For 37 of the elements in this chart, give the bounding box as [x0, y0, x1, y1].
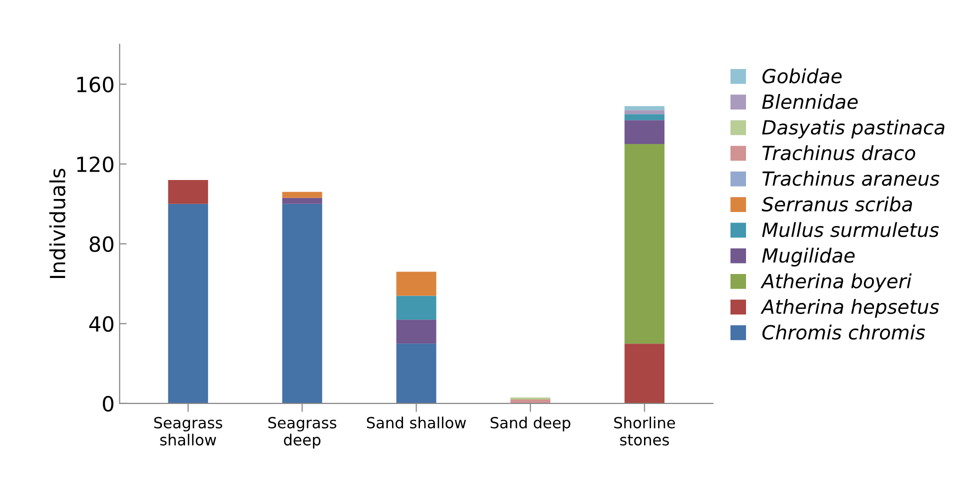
x-tick-label: Seagrass deep	[268, 416, 336, 449]
bar	[282, 192, 322, 198]
y-tick-label: 0	[102, 396, 114, 412]
legend-label: Atherina hepsetus	[760, 298, 939, 318]
bar	[282, 204, 322, 404]
bar	[624, 106, 664, 110]
bar	[396, 272, 436, 296]
legend-label: Chromis chromis	[762, 324, 925, 340]
bar	[396, 344, 436, 404]
bar	[168, 204, 208, 404]
legend-label: Trachinus araneus	[762, 170, 940, 186]
bar	[624, 344, 664, 404]
legend-label: Gobidae	[762, 68, 842, 84]
y-axis-title: Individuals	[49, 168, 66, 278]
x-tick-label: Sand deep	[490, 416, 570, 432]
y-tick-label: 160	[77, 76, 114, 92]
bar	[624, 144, 664, 344]
bar	[396, 320, 436, 344]
y-tick-label: 40	[89, 316, 114, 332]
bar	[168, 180, 208, 204]
legend-label: Serranus scriba	[762, 196, 912, 212]
x-tick-label: Seagrass shallow	[154, 416, 222, 446]
bar	[396, 296, 436, 320]
legend-label: Mugilidae	[762, 248, 855, 267]
bar	[624, 110, 664, 114]
legend-label: Trachinus draco	[762, 145, 916, 160]
bar	[624, 120, 664, 144]
y-tick-label: 80	[90, 236, 114, 252]
legend-label: Blennidae	[762, 94, 858, 110]
x-tick-label: Sand shallow	[366, 416, 466, 428]
legend-label: Dasyatis pastinaca	[762, 120, 944, 138]
y-tick-label: 120	[77, 156, 114, 172]
bar	[282, 198, 322, 204]
legend-label: Mullus surmuletus	[762, 222, 939, 238]
bar	[624, 114, 664, 120]
x-tick-label: Shorline stones	[614, 416, 675, 446]
legend-label: Atherina boyeri	[760, 273, 912, 292]
